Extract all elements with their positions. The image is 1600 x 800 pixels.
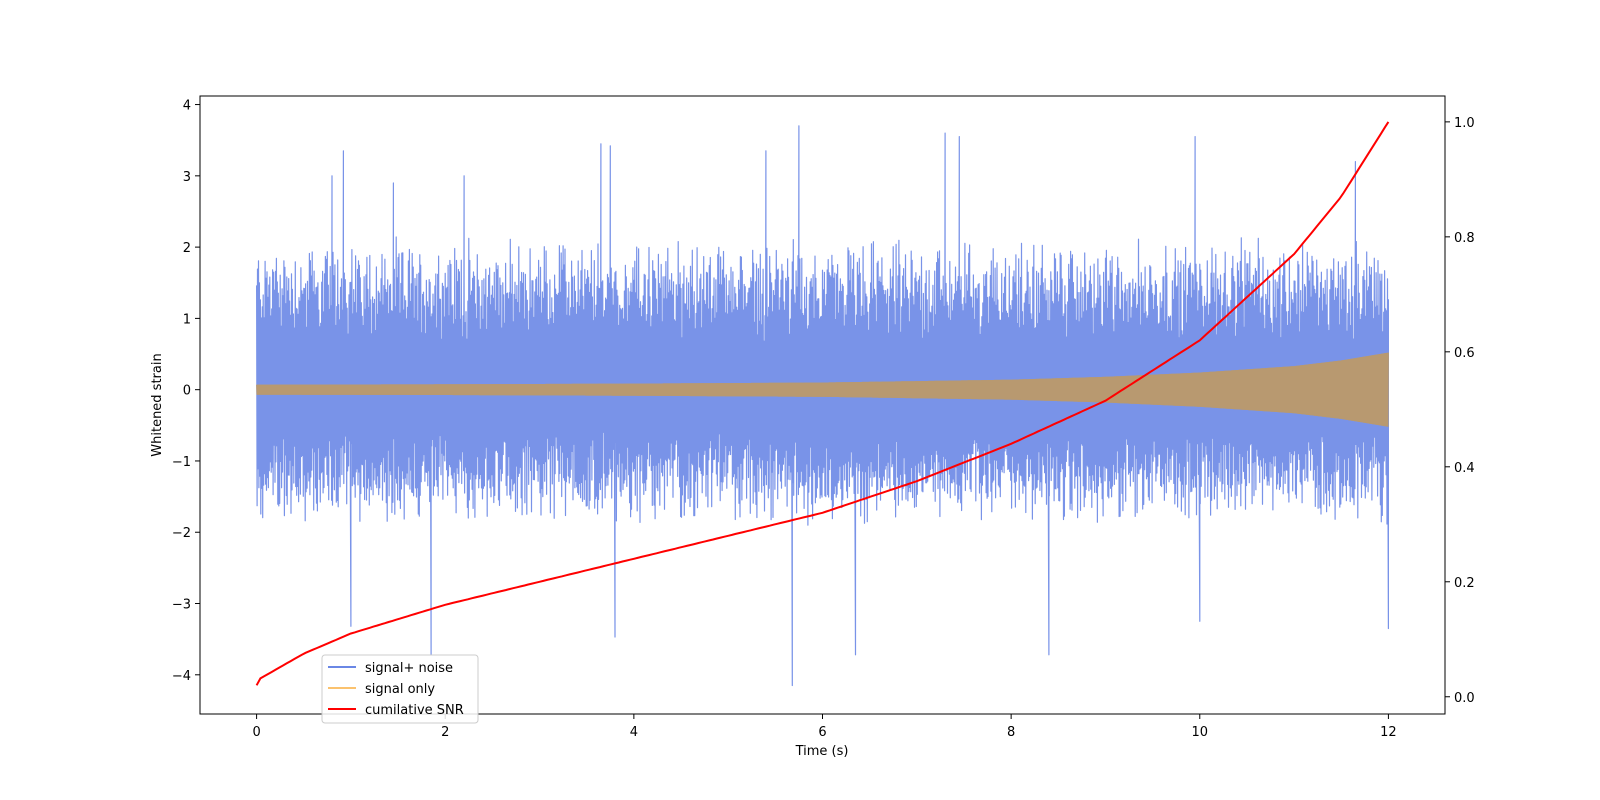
x-tick-label: 4 [630,725,638,740]
x-tick-label: 8 [1007,725,1015,740]
signal-only-oscillation [256,352,1389,427]
series-signal-noise [256,125,1389,687]
y2-tick-label: 0.0 [1454,691,1475,706]
x-tick-label: 12 [1380,725,1397,740]
y2-tick-label: 1.0 [1454,116,1475,131]
y-tick-label: −2 [172,526,191,541]
legend-label-signal-noise: signal+ noise [365,661,453,676]
x-tick-label: 2 [441,725,449,740]
y2-tick-label: 0.2 [1454,576,1475,591]
x-tick-label: 10 [1191,725,1208,740]
legend-label-signal-only: signal only [365,682,435,697]
y-tick-label: −1 [172,455,191,470]
y-tick-label: 0 [183,384,191,399]
legend: signal+ noise signal only cumilative SNR [321,654,479,724]
series-signal-only [256,352,1389,427]
y-tick-label: 1 [183,312,191,327]
legend-label-cumulative-snr: cumilative SNR [365,703,464,718]
legend-box [321,654,479,724]
y-tick-label: 4 [183,99,191,114]
y-axis-label: Whitened strain [150,353,165,456]
y-tick-label: −4 [172,669,191,684]
y-axis-left: −4 −3 −2 −1 0 1 2 3 4 [172,99,200,684]
x-tick-label: 0 [252,725,260,740]
y-axis-right: 0.0 0.2 0.4 0.6 0.8 1.0 [1445,116,1475,706]
y2-tick-label: 0.4 [1454,461,1475,476]
y-tick-label: 3 [183,170,191,185]
x-tick-label: 6 [818,725,826,740]
y-tick-label: 2 [183,241,191,256]
series-cumulative-snr [255,121,1390,686]
series-layer [255,121,1390,687]
y-tick-label: −3 [172,598,191,613]
y2-tick-label: 0.6 [1454,346,1475,361]
y2-tick-label: 0.8 [1454,231,1475,246]
x-axis-label: Time (s) [795,744,849,759]
